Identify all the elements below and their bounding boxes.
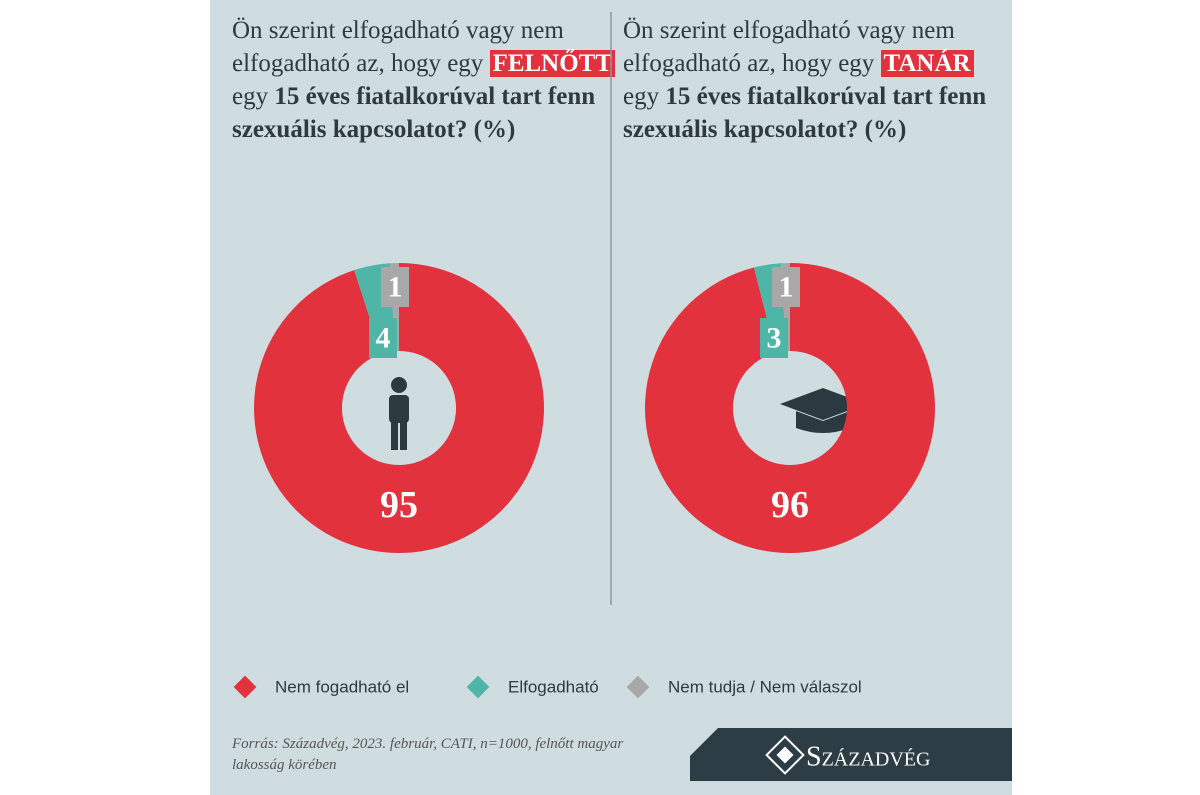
- slice: [254, 263, 545, 553]
- chart-title: Ön szerint elfogadható vagy nem elfogadh…: [232, 14, 617, 146]
- title-text: egy: [623, 83, 660, 110]
- legend-label: Elfogadható: [508, 678, 599, 697]
- title-text: Ön szerint elfogadható vagy nem elfogadh…: [232, 17, 564, 77]
- title-text: Ön szerint elfogadható vagy nem elfogadh…: [623, 17, 955, 77]
- legend-marker: [466, 675, 490, 699]
- person-icon: [389, 377, 409, 450]
- legend-label: Nem fogadható el: [275, 678, 409, 697]
- data-label: 96: [771, 484, 809, 526]
- data-label: 95: [380, 484, 418, 526]
- label-box: [369, 318, 397, 358]
- legend-label: Nem tudja / Nem válaszol: [668, 678, 862, 697]
- title-text: egy: [232, 83, 269, 110]
- slice: [645, 263, 935, 553]
- data-label: 1: [388, 271, 403, 304]
- label-box: [381, 267, 409, 307]
- source: Forrás: Századvég, 2023. február, CATI, …: [232, 736, 624, 773]
- brand-logo: [765, 735, 805, 775]
- title-highlight: TANÁR: [880, 50, 974, 77]
- title-highlight: FELNŐTT: [489, 50, 616, 77]
- title-text: 15 éves fiatalkorúval tart fenn szexuáli…: [623, 83, 987, 143]
- data-label: 1: [779, 271, 794, 304]
- label-box: [772, 267, 800, 307]
- legend-marker: [626, 675, 650, 699]
- brand-banner: [690, 728, 1012, 781]
- legend-marker: [233, 675, 257, 699]
- data-label: 4: [376, 322, 391, 355]
- brand: Századvég: [806, 742, 930, 773]
- data-label: 3: [767, 322, 782, 355]
- label-box: [760, 318, 788, 358]
- chart-title: Ön szerint elfogadható vagy nem elfogadh…: [623, 14, 1008, 146]
- title-text: 15 éves fiatalkorúval tart fenn szexuáli…: [232, 83, 596, 143]
